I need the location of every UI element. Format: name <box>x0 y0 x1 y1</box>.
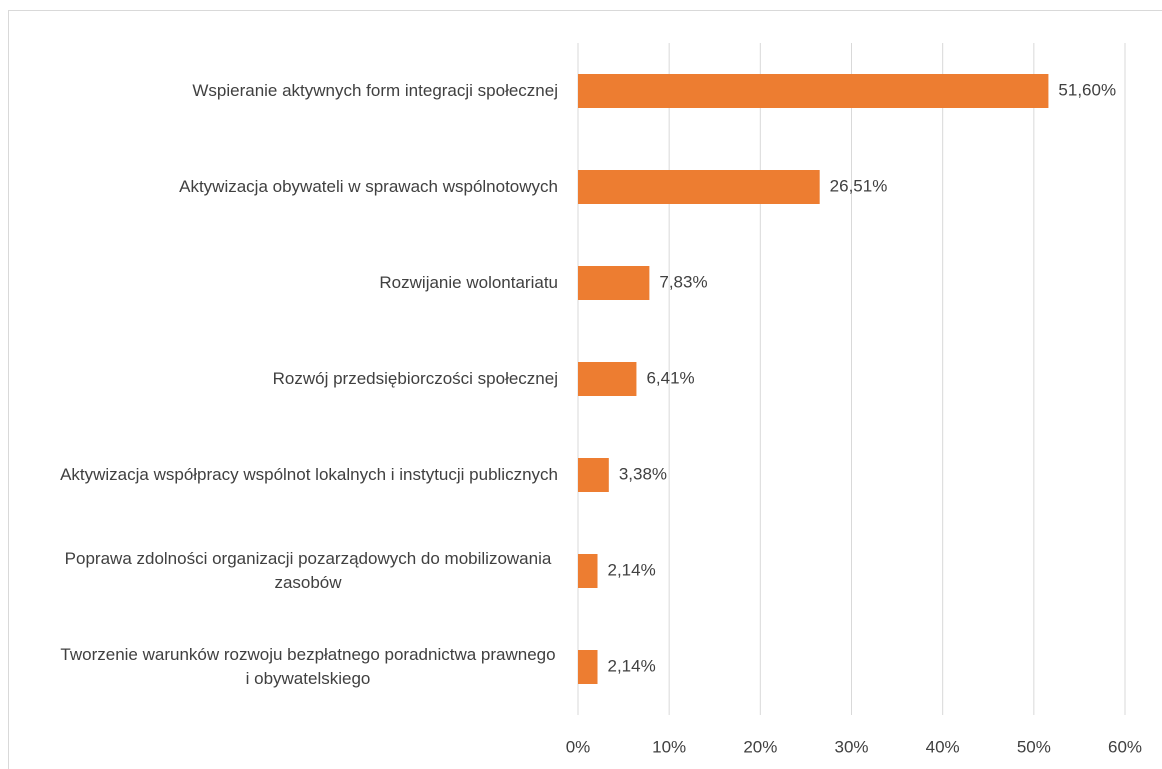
bar <box>578 458 609 492</box>
data-label: 2,14% <box>608 560 656 579</box>
x-tick-label: 10% <box>652 737 686 756</box>
y-tick-label: Tworzenie warunków rozwoju bezpłatnego p… <box>60 645 556 688</box>
x-tick-label: 20% <box>743 737 777 756</box>
bar <box>578 362 637 396</box>
y-tick-label: Poprawa zdolności organizacji pozarządow… <box>64 549 552 592</box>
data-label: 6,41% <box>646 368 694 387</box>
x-tick-label: 40% <box>926 737 960 756</box>
bar <box>578 74 1049 108</box>
chart-frame <box>8 10 1162 769</box>
bar <box>578 650 598 684</box>
x-tick-label: 0% <box>566 737 591 756</box>
data-label: 26,51% <box>830 176 888 195</box>
x-tick-label: 30% <box>834 737 868 756</box>
x-tick-label: 60% <box>1108 737 1142 756</box>
bar <box>578 170 820 204</box>
x-tick-label: 50% <box>1017 737 1051 756</box>
y-tick-label: Wspieranie aktywnych form integracji spo… <box>192 81 558 100</box>
bar <box>578 266 650 300</box>
data-label: 3,38% <box>619 464 667 483</box>
y-tick-label: Rozwój przedsiębiorczości społecznej <box>272 369 558 388</box>
data-label: 51,60% <box>1058 80 1116 99</box>
bar <box>578 554 598 588</box>
y-tick-label: Aktywizacja obywateli w sprawach wspólno… <box>179 177 558 196</box>
data-label: 2,14% <box>608 656 656 675</box>
y-tick-label: Rozwijanie wolontariatu <box>379 273 558 292</box>
data-label: 7,83% <box>659 272 707 291</box>
y-tick-label: Aktywizacja współpracy wspólnot lokalnyc… <box>60 465 558 484</box>
